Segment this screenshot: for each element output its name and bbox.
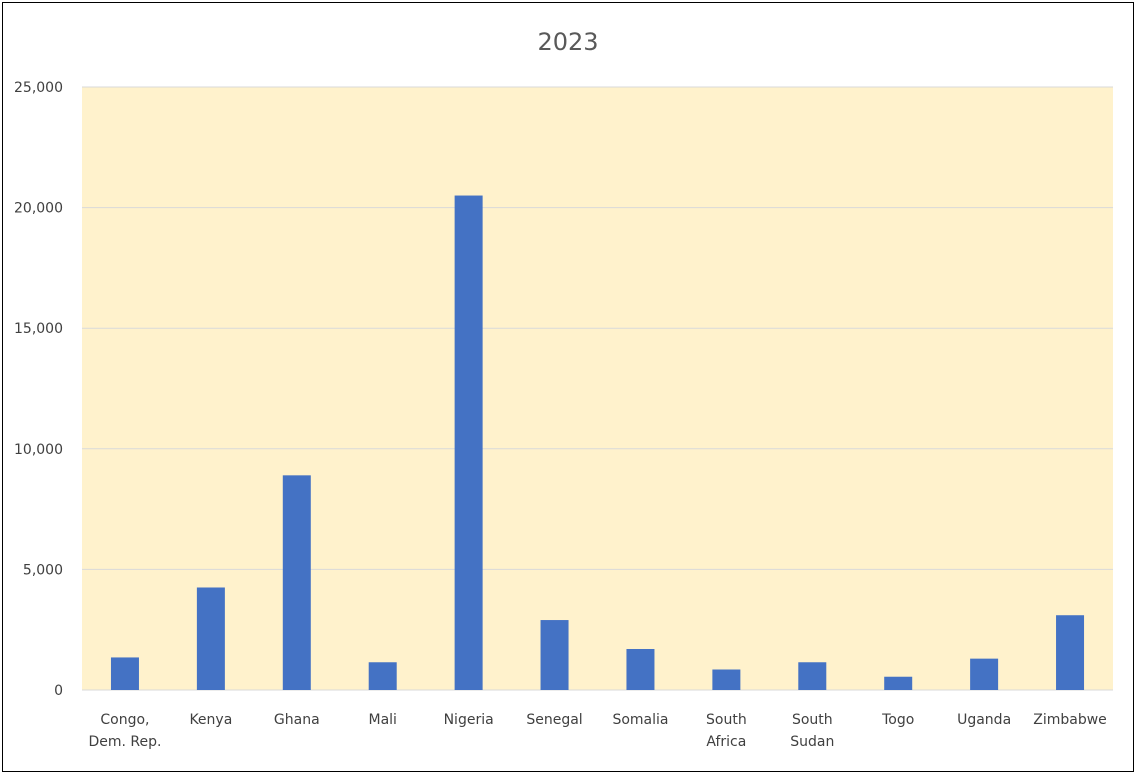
x-tick-label: Ghana — [274, 712, 320, 728]
x-tick-label: South Africa — [706, 712, 747, 750]
bar — [540, 620, 569, 690]
y-tick-label: 15,000 — [14, 321, 63, 337]
y-tick-label: 10,000 — [14, 442, 63, 458]
x-tick-label: Kenya — [189, 712, 232, 728]
y-tick-label: 0 — [54, 683, 63, 699]
x-tick-label: Mali — [368, 712, 396, 728]
bar — [798, 662, 827, 690]
chart-title: 2023 — [537, 28, 598, 56]
gridlines — [82, 86, 1113, 691]
x-tick-label: South Sudan — [790, 712, 834, 750]
bar — [368, 662, 397, 690]
bar — [196, 587, 225, 690]
y-axis-tick-labels: 0 5,000 10,000 15,000 20,000 25,000 — [14, 80, 63, 699]
bar-chart: 0 5,000 10,000 15,000 20,000 25,000 Congo, Dem… — [14, 28, 1113, 750]
x-tick-label: Togo — [881, 712, 914, 728]
bars — [110, 195, 1085, 691]
bar — [454, 195, 483, 691]
bar — [626, 648, 655, 690]
bar — [1056, 615, 1085, 690]
y-tick-label: 5,000 — [23, 562, 63, 578]
plot-area — [82, 87, 1113, 690]
x-axis-tick-labels: Congo, Dem. Rep. Kenya Ghana Mali Nigeria Sene… — [88, 712, 1106, 750]
x-tick-label: Senegal — [526, 712, 582, 728]
bar — [282, 475, 311, 690]
x-tick-label: Nigeria — [444, 712, 494, 728]
x-tick-label: Uganda — [957, 712, 1011, 728]
y-tick-label: 25,000 — [14, 80, 63, 96]
y-tick-label: 20,000 — [14, 201, 63, 217]
x-tick-label: Congo, Dem. Rep. — [88, 712, 161, 750]
bar — [110, 657, 139, 690]
bar — [712, 669, 741, 690]
x-tick-label: Zimbabwe — [1033, 712, 1107, 728]
bar — [884, 676, 913, 690]
x-tick-label: Somalia — [612, 712, 668, 728]
bar — [970, 658, 999, 690]
